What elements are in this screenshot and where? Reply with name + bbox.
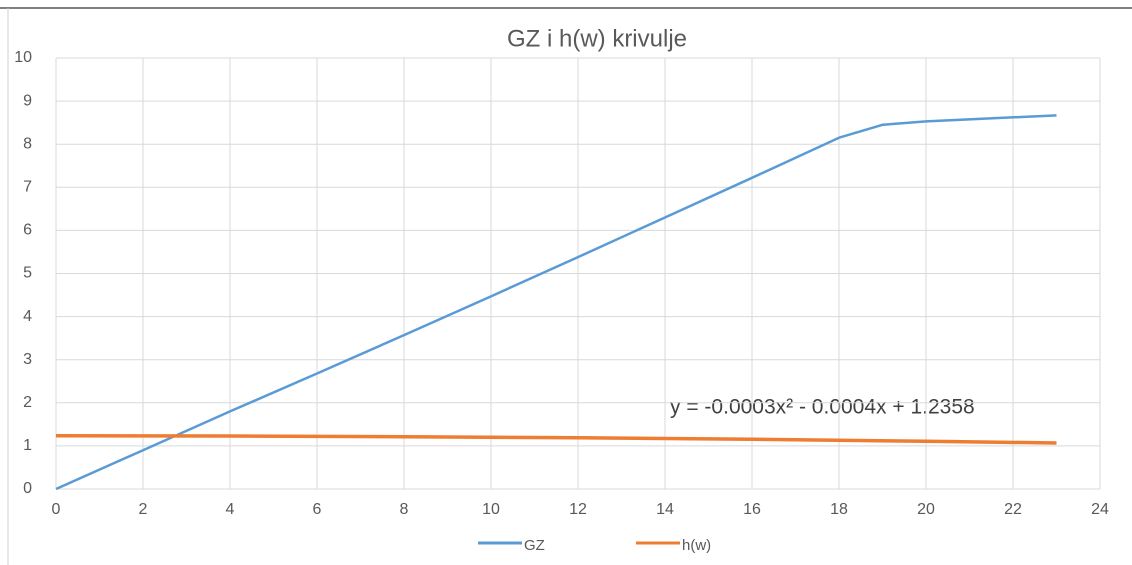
y-tick-label: 6	[23, 222, 32, 239]
x-tick-label: 20	[917, 501, 935, 518]
x-tick-label: 16	[743, 501, 761, 518]
data-line	[55, 114, 1057, 491]
x-tick-label: 14	[656, 501, 674, 518]
y-tick-label: 4	[23, 308, 32, 325]
y-tick-label: 2	[23, 394, 32, 411]
x-tick-label: 22	[1004, 501, 1022, 518]
x-tick-label: 12	[569, 501, 587, 518]
x-tick-label: 10	[482, 501, 500, 518]
legend-label: GZ	[524, 537, 545, 554]
x-tick-label: 6	[313, 501, 322, 518]
y-tick-label: 8	[23, 135, 32, 152]
legend-label: h(w)	[682, 537, 711, 554]
chart-title: GZ i h(w) krivulje	[507, 25, 687, 52]
y-tick-label: 10	[14, 49, 32, 66]
y-tick-label: 5	[23, 265, 32, 282]
y-tick-label: 7	[23, 179, 32, 196]
trendline-equation: y = -0.0003x² - 0.0004x + 1.2358	[670, 396, 975, 419]
y-tick-label: 3	[23, 351, 32, 368]
x-tick-label: 24	[1091, 501, 1109, 518]
x-tick-label: 4	[226, 501, 235, 518]
y-tick-label: 0	[23, 480, 32, 497]
data-line	[55, 433, 1057, 445]
x-tick-label: 8	[400, 501, 409, 518]
y-tick-label: 1	[23, 437, 32, 454]
x-tick-label: 2	[139, 501, 148, 518]
x-tick-label: 18	[830, 501, 848, 518]
y-tick-label: 9	[23, 92, 32, 109]
x-tick-label: 0	[52, 501, 61, 518]
